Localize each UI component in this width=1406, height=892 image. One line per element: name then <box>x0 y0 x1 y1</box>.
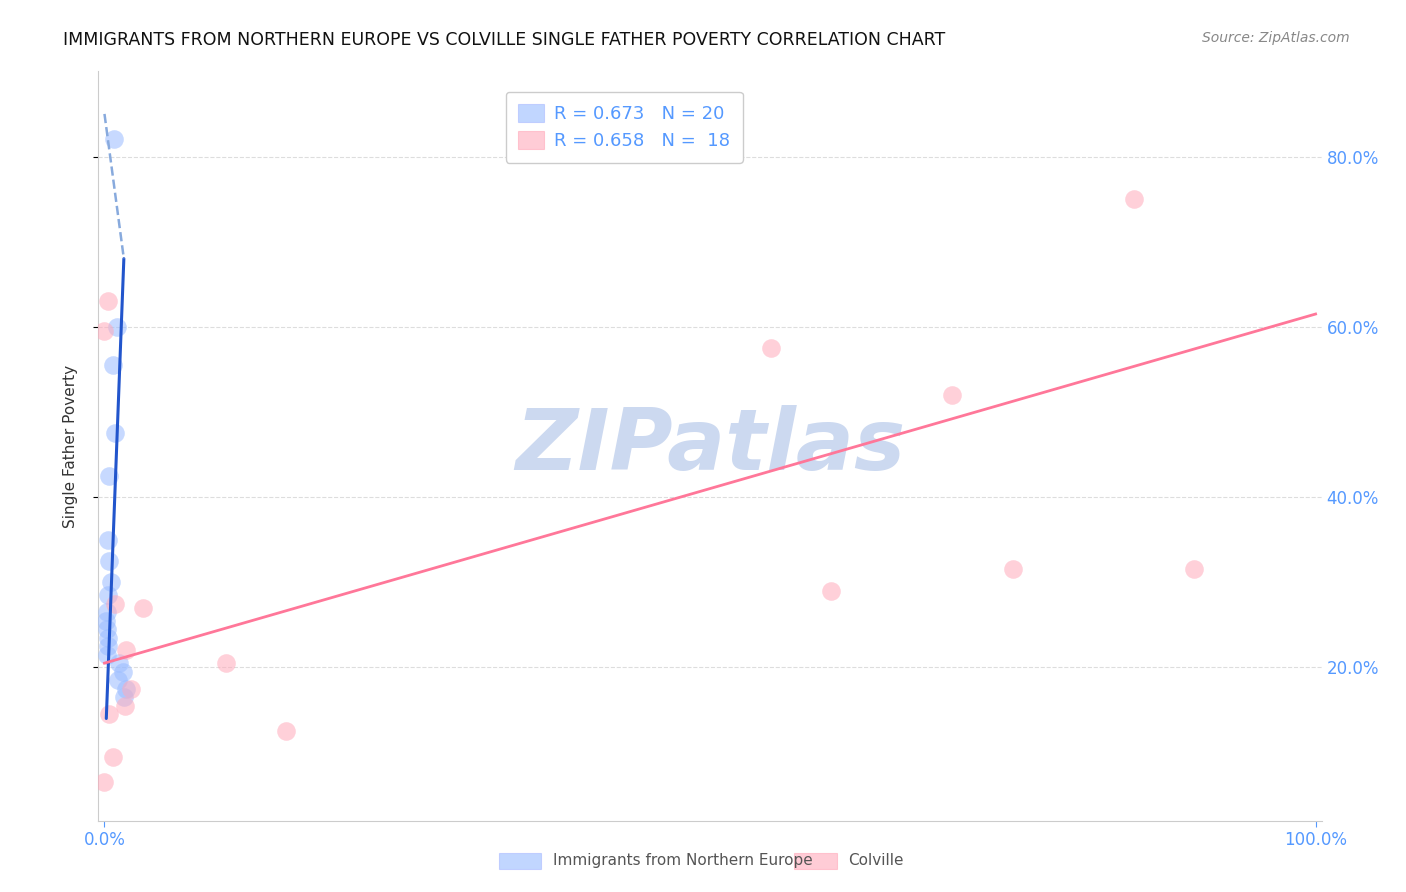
Point <box>93 324 115 338</box>
Point <box>759 341 782 355</box>
Point <box>1184 562 1206 576</box>
Text: Colville: Colville <box>848 854 903 868</box>
Point <box>107 673 129 688</box>
Point <box>941 388 963 402</box>
Point <box>120 681 142 696</box>
Point <box>132 600 155 615</box>
Point <box>98 468 121 483</box>
Point <box>97 639 120 653</box>
Point <box>97 588 120 602</box>
Point <box>104 597 127 611</box>
Point <box>1001 562 1024 576</box>
Text: ZIPatlas: ZIPatlas <box>515 404 905 488</box>
Point <box>96 605 118 619</box>
Point <box>97 294 120 309</box>
Point <box>276 724 298 739</box>
Text: Source: ZipAtlas.com: Source: ZipAtlas.com <box>1202 31 1350 45</box>
Point <box>94 614 117 628</box>
Point <box>93 775 115 789</box>
Point <box>103 132 125 146</box>
Point <box>115 643 138 657</box>
Point <box>100 575 122 590</box>
Point <box>214 656 236 670</box>
Text: Immigrants from Northern Europe: Immigrants from Northern Europe <box>553 854 813 868</box>
Point <box>96 648 118 662</box>
Point <box>820 583 842 598</box>
Point <box>97 533 120 547</box>
Point <box>108 656 131 670</box>
Point <box>98 707 121 722</box>
Point <box>115 681 138 696</box>
Point <box>104 426 127 441</box>
Point <box>112 690 135 705</box>
Point <box>114 698 136 713</box>
Point <box>1122 192 1144 206</box>
Point <box>98 554 121 568</box>
Point <box>96 622 118 636</box>
Point <box>101 749 124 764</box>
Point <box>111 665 134 679</box>
Text: IMMIGRANTS FROM NORTHERN EUROPE VS COLVILLE SINGLE FATHER POVERTY CORRELATION CH: IMMIGRANTS FROM NORTHERN EUROPE VS COLVI… <box>63 31 945 49</box>
Y-axis label: Single Father Poverty: Single Father Poverty <box>63 365 77 527</box>
Point <box>97 631 120 645</box>
Legend: R = 0.673   N = 20, R = 0.658   N =  18: R = 0.673 N = 20, R = 0.658 N = 18 <box>506 92 744 162</box>
Point <box>101 358 124 372</box>
Point <box>105 319 128 334</box>
